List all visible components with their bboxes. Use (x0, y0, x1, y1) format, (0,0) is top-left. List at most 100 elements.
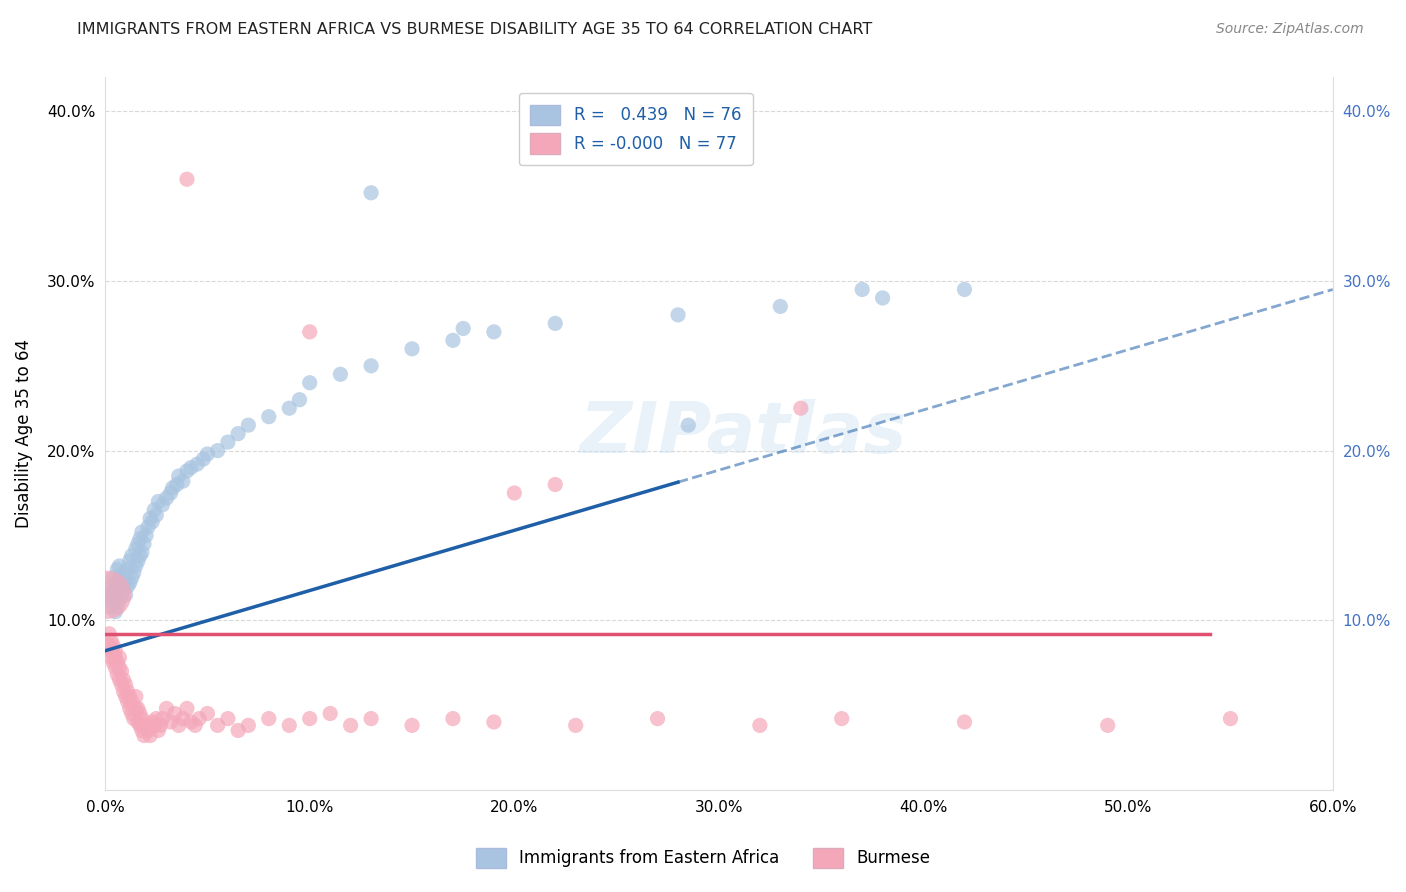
Point (872, 291, 894, 305)
Point (112, 673, 135, 687)
Point (136, 723, 159, 738)
Point (831, 712, 853, 726)
Point (148, 723, 170, 738)
Point (790, 401, 813, 416)
Point (207, 443, 229, 458)
Point (155, 701, 177, 715)
Point (851, 283, 873, 297)
Point (953, 283, 976, 297)
Point (184, 718, 207, 732)
Point (112, 582, 135, 597)
Point (105, 656, 128, 670)
Point (172, 712, 194, 726)
Point (278, 718, 301, 732)
Point (117, 684, 139, 698)
Point (100, 650, 122, 665)
Point (329, 368, 352, 382)
Point (544, 477, 567, 491)
Point (108, 558, 131, 573)
Point (207, 718, 229, 732)
Point (163, 706, 186, 721)
Point (110, 664, 132, 678)
Point (112, 684, 135, 698)
Point (748, 718, 770, 732)
Y-axis label: Disability Age 35 to 64: Disability Age 35 to 64 (15, 339, 32, 528)
Point (647, 712, 669, 726)
Point (128, 549, 150, 563)
Point (103, 656, 125, 670)
Point (197, 447, 219, 461)
Point (114, 588, 136, 602)
Point (226, 426, 249, 441)
Point (139, 511, 162, 525)
Point (769, 300, 792, 314)
Point (666, 308, 689, 322)
Point (110, 575, 132, 590)
Point (360, 359, 382, 373)
Point (503, 486, 526, 500)
Point (118, 575, 141, 590)
Point (451, 321, 474, 335)
Point (108, 582, 131, 597)
Point (121, 706, 143, 721)
Point (118, 701, 141, 715)
Point (186, 457, 208, 471)
Point (136, 520, 159, 534)
Point (117, 695, 139, 709)
Point (441, 334, 464, 348)
Text: Source: ZipAtlas.com: Source: ZipAtlas.com (1216, 22, 1364, 37)
Point (128, 718, 150, 732)
Point (100, 579, 122, 593)
Point (132, 537, 155, 551)
Point (564, 718, 586, 732)
Text: ZIPatlas: ZIPatlas (579, 399, 907, 468)
Point (339, 718, 361, 732)
Point (482, 325, 505, 339)
Point (128, 532, 150, 546)
Point (152, 712, 174, 726)
Point (105, 562, 128, 576)
Legend: R =   0.439   N = 76, R = -0.000   N = 77: R = 0.439 N = 76, R = -0.000 N = 77 (519, 93, 752, 165)
Point (108, 571, 131, 585)
Point (159, 714, 181, 729)
Point (217, 435, 239, 450)
Point (298, 712, 321, 726)
Point (155, 491, 177, 505)
Point (217, 712, 239, 726)
Point (100, 633, 122, 648)
Point (104, 644, 127, 658)
Point (143, 503, 166, 517)
Point (238, 718, 260, 732)
Point (176, 701, 198, 715)
Point (108, 661, 131, 675)
Point (360, 186, 382, 200)
Point (180, 460, 202, 475)
Point (103, 584, 125, 599)
Point (96, 588, 118, 602)
Point (125, 541, 148, 556)
Point (108, 650, 131, 665)
Point (103, 596, 125, 610)
Point (122, 712, 145, 726)
Point (159, 486, 181, 500)
Point (110, 678, 132, 692)
Point (131, 524, 153, 539)
Point (298, 325, 321, 339)
Point (131, 723, 153, 738)
Point (360, 712, 382, 726)
Point (127, 554, 149, 568)
Point (257, 409, 280, 424)
Point (176, 172, 198, 186)
Point (98, 627, 121, 641)
Point (114, 678, 136, 692)
Point (544, 317, 567, 331)
Point (131, 712, 153, 726)
Point (127, 714, 149, 729)
Point (121, 571, 143, 585)
Point (141, 515, 163, 529)
Point (112, 566, 135, 580)
Point (114, 690, 136, 704)
Point (162, 481, 184, 495)
Point (118, 554, 141, 568)
Point (117, 562, 139, 576)
